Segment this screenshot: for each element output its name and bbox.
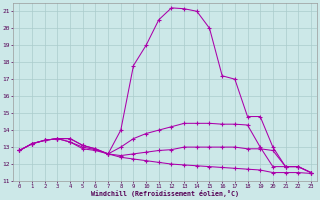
- X-axis label: Windchill (Refroidissement éolien,°C): Windchill (Refroidissement éolien,°C): [91, 190, 239, 197]
